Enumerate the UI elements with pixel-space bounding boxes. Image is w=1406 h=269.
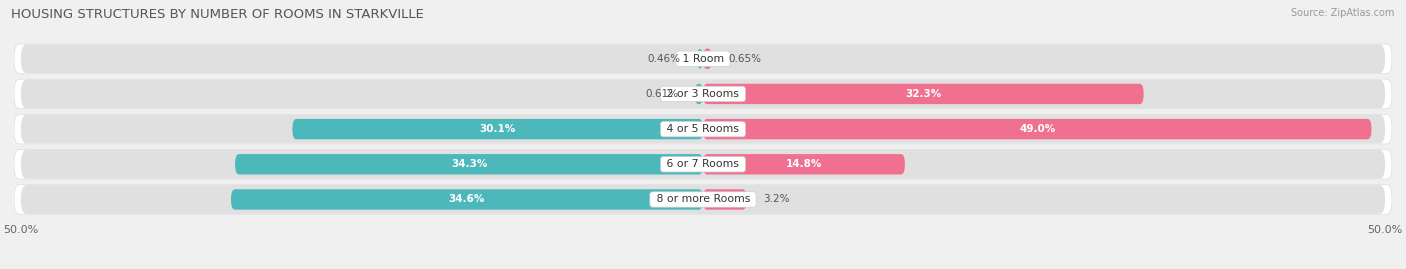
FancyBboxPatch shape: [292, 119, 703, 139]
FancyBboxPatch shape: [703, 189, 747, 210]
FancyBboxPatch shape: [231, 189, 703, 210]
Text: 6 or 7 Rooms: 6 or 7 Rooms: [664, 159, 742, 169]
Text: 0.46%: 0.46%: [647, 54, 681, 64]
FancyBboxPatch shape: [703, 119, 1371, 139]
FancyBboxPatch shape: [14, 44, 1392, 73]
Text: 34.6%: 34.6%: [449, 194, 485, 204]
FancyBboxPatch shape: [703, 49, 711, 69]
Text: Source: ZipAtlas.com: Source: ZipAtlas.com: [1291, 8, 1395, 18]
Text: 34.3%: 34.3%: [451, 159, 488, 169]
FancyBboxPatch shape: [21, 185, 1385, 214]
FancyBboxPatch shape: [14, 114, 1392, 144]
Text: 30.1%: 30.1%: [479, 124, 516, 134]
FancyBboxPatch shape: [21, 80, 1385, 108]
Text: 0.61%: 0.61%: [645, 89, 678, 99]
FancyBboxPatch shape: [703, 84, 1143, 104]
FancyBboxPatch shape: [703, 154, 905, 175]
Text: 0.65%: 0.65%: [728, 54, 761, 64]
FancyBboxPatch shape: [21, 44, 1385, 73]
Text: HOUSING STRUCTURES BY NUMBER OF ROOMS IN STARKVILLE: HOUSING STRUCTURES BY NUMBER OF ROOMS IN…: [11, 8, 425, 21]
Text: 49.0%: 49.0%: [1019, 124, 1056, 134]
Text: 1 Room: 1 Room: [679, 54, 727, 64]
FancyBboxPatch shape: [695, 84, 703, 104]
FancyBboxPatch shape: [21, 115, 1385, 144]
Text: 2 or 3 Rooms: 2 or 3 Rooms: [664, 89, 742, 99]
Text: 8 or more Rooms: 8 or more Rooms: [652, 194, 754, 204]
FancyBboxPatch shape: [697, 49, 703, 69]
FancyBboxPatch shape: [235, 154, 703, 175]
FancyBboxPatch shape: [14, 79, 1392, 109]
FancyBboxPatch shape: [14, 150, 1392, 179]
Text: 3.2%: 3.2%: [763, 194, 790, 204]
Text: 32.3%: 32.3%: [905, 89, 942, 99]
Text: 4 or 5 Rooms: 4 or 5 Rooms: [664, 124, 742, 134]
Text: 14.8%: 14.8%: [786, 159, 823, 169]
FancyBboxPatch shape: [14, 185, 1392, 214]
FancyBboxPatch shape: [21, 150, 1385, 179]
